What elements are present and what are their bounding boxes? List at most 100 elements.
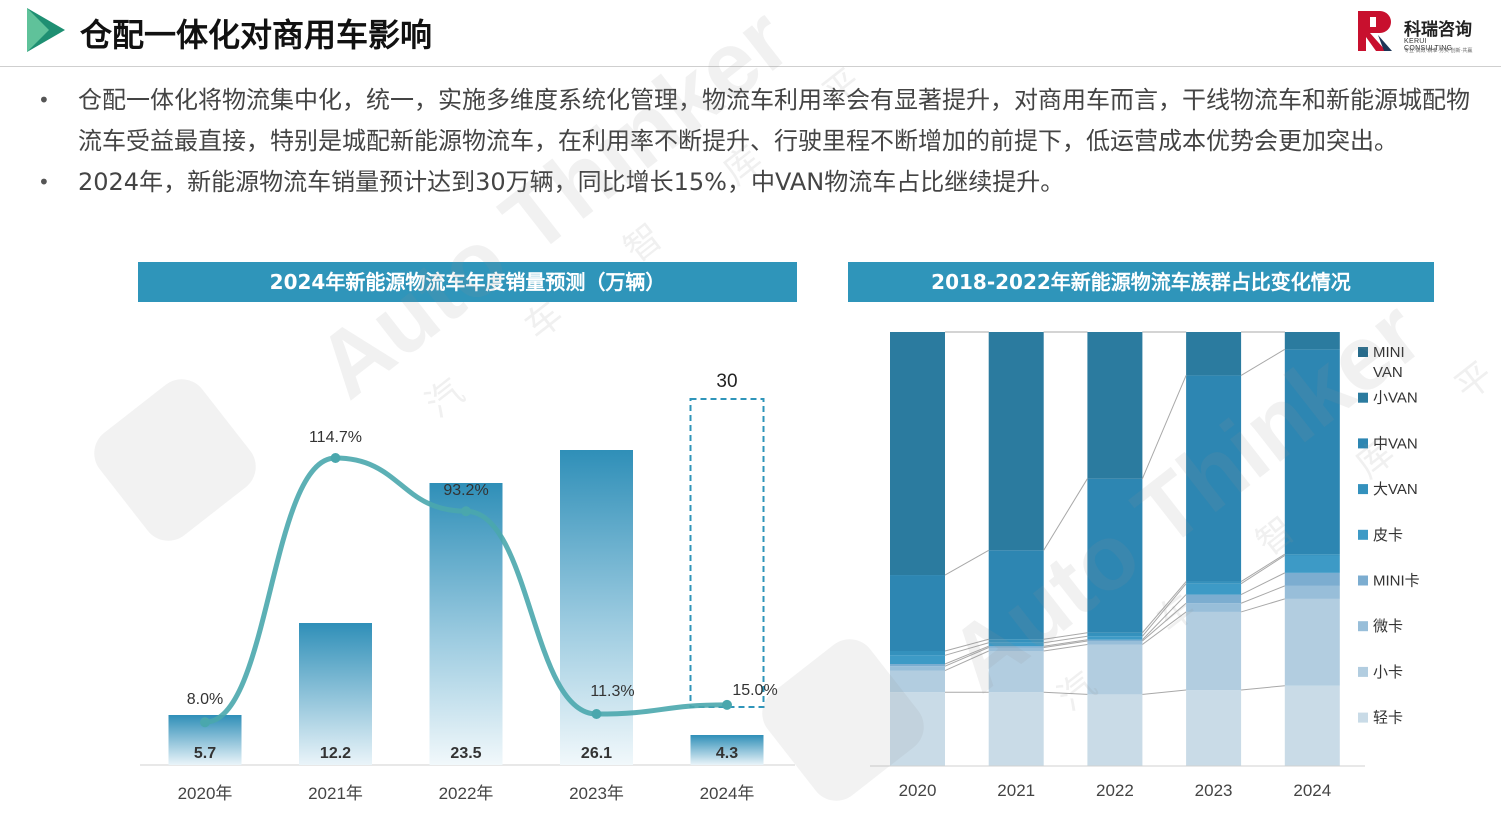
legend-label: 小卡	[1373, 664, 1403, 681]
stack-segment	[1186, 603, 1242, 612]
sales-bar	[429, 483, 503, 765]
legend-swatch	[1358, 392, 1368, 403]
logo-tagline: 专业·高效·精准·务实·创新·共赢	[1404, 48, 1473, 54]
stack-segment	[988, 332, 1044, 551]
stack-segment	[1186, 690, 1242, 766]
sales-forecast-chart: 5.7 2020年 12.2 2021年 23.5 2022年 26.1 2023年 4.3 20…	[140, 371, 795, 803]
stack-segment	[1087, 478, 1143, 633]
right-chart-title: 2018-2022年新能源物流车族群占比变化情况	[848, 262, 1434, 302]
series-connector-line	[1141, 375, 1187, 479]
series-connector-line	[944, 549, 989, 576]
stack-segment	[890, 670, 945, 693]
stack-segment	[1087, 632, 1143, 637]
play-triangle-inner-icon	[27, 8, 49, 52]
series-connector-line	[1240, 348, 1286, 376]
bar-value-label: 23.5	[450, 745, 481, 762]
legend-swatch	[1358, 438, 1368, 449]
growth-point	[461, 506, 471, 517]
bullet-dot-icon: •	[38, 88, 50, 112]
stack-segment	[1186, 611, 1242, 691]
growth-label: 93.2%	[443, 482, 488, 499]
stack-segment	[890, 692, 945, 766]
kerui-logo-icon	[1358, 11, 1392, 51]
legend-label: 微卡	[1373, 618, 1403, 635]
series-connector-line	[944, 650, 989, 671]
legend-swatch	[1358, 666, 1368, 677]
stack-segment	[1186, 375, 1242, 582]
stack-segment	[988, 646, 1044, 648]
series-connector-line	[1240, 555, 1286, 585]
x-tick-label: 2020	[899, 781, 937, 800]
series-connector-line	[1142, 583, 1187, 637]
segment-share-chart: 2020 2021 2022 2023 2024 MINI VAN 小VAN 中VAN 大VAN…	[870, 331, 1420, 800]
series-connector-line	[1043, 691, 1088, 695]
stack-segment	[890, 655, 945, 665]
series-connector-line	[1043, 643, 1088, 652]
stack-segment	[1087, 694, 1143, 766]
company-logo: 科瑞咨询 KERUI CONSULTING 专业·高效·精准·务实·创新·共赢	[1356, 9, 1476, 55]
legend-swatch	[1358, 347, 1368, 357]
bullet-dot-icon: •	[38, 170, 50, 194]
series-connector-line	[1043, 640, 1088, 649]
left-chart-title: 2024年新能源物流车年度销量预测（万辆）	[138, 262, 797, 302]
forecast-bar	[689, 398, 765, 708]
bullet-item: • 仓配一体化将物流集中化，统一，实施多维度系统化管理，物流车利用率会有显著提升…	[38, 80, 1478, 162]
logo-text-en: KERUI CONSULTING	[1404, 38, 1453, 52]
growth-label: 11.3%	[590, 683, 634, 700]
bullet-text: 仓配一体化将物流集中化，统一，实施多维度系统化管理，物流车利用率会有显著提升，对…	[78, 86, 1470, 155]
series-connector-line	[1142, 594, 1187, 641]
x-tick-label: 2024年	[700, 784, 755, 803]
growth-point	[330, 453, 341, 463]
stack-segment	[1284, 585, 1340, 599]
logo-text-cn: 科瑞咨询	[1404, 20, 1472, 40]
stack-segment	[1284, 332, 1340, 350]
stack-segment	[890, 664, 945, 667]
series-connector-line	[1241, 685, 1285, 691]
x-tick-label: 2022	[1096, 781, 1134, 800]
legend-label: 皮卡	[1373, 527, 1403, 544]
stack-segment	[890, 666, 945, 671]
legend-label: 轻卡	[1373, 710, 1403, 727]
growth-label: 114.7%	[309, 429, 362, 446]
stack-segment	[988, 692, 1044, 766]
series-connector-line	[1142, 611, 1187, 645]
stack-segment	[1087, 644, 1143, 695]
stack-segment	[1284, 598, 1340, 686]
bullet-text: 2024年，新能源物流车销量预计达到30万辆，同比增长15%，中VAN物流车占比…	[78, 168, 1065, 196]
x-tick-label: 2020年	[178, 784, 233, 803]
growth-rate-line	[202, 455, 730, 725]
legend-label: MINI VAN	[1373, 344, 1405, 381]
stack-segment	[1087, 641, 1143, 645]
stack-segment	[988, 650, 1044, 693]
stack-segment	[988, 647, 1044, 651]
series-connector-line	[1240, 553, 1286, 582]
series-connector-line	[944, 638, 989, 652]
stack-segment	[1284, 349, 1340, 555]
stack-segment	[1186, 583, 1242, 595]
legend-label: 大VAN	[1373, 481, 1418, 498]
legend-swatch	[1358, 621, 1368, 632]
series-connector-line	[1240, 585, 1285, 604]
legend-swatch	[1358, 529, 1368, 540]
stack-segment	[890, 332, 945, 576]
x-tick-label: 2024	[1293, 781, 1331, 800]
x-tick-label: 2022年	[439, 784, 494, 803]
x-tick-label: 2021年	[308, 784, 363, 803]
legend-label: 小VAN	[1373, 390, 1418, 407]
legend-label: MINI卡	[1373, 573, 1420, 590]
legend-swatch	[1358, 484, 1368, 495]
x-tick-label: 2023	[1195, 781, 1233, 800]
growth-point	[200, 717, 210, 728]
growth-label: 15.0%	[732, 682, 777, 699]
bar-value-label: 4.3	[716, 745, 738, 762]
bullet-list: • 仓配一体化将物流集中化，统一，实施多维度系统化管理，物流车利用率会有显著提升…	[38, 80, 1478, 203]
sales-bar	[299, 623, 372, 765]
x-tick-label: 2021	[997, 781, 1035, 800]
growth-point	[591, 709, 602, 720]
stack-segment	[1186, 581, 1242, 584]
slide-header: 仓配一体化对商用车影响 科瑞咨询 KERUI CONSULTING 专业·高效·…	[0, 0, 1501, 67]
stack-segment	[1087, 639, 1143, 642]
bar-value-label: 26.1	[581, 745, 612, 762]
sales-bar	[690, 735, 764, 765]
stack-segment	[1087, 636, 1143, 640]
